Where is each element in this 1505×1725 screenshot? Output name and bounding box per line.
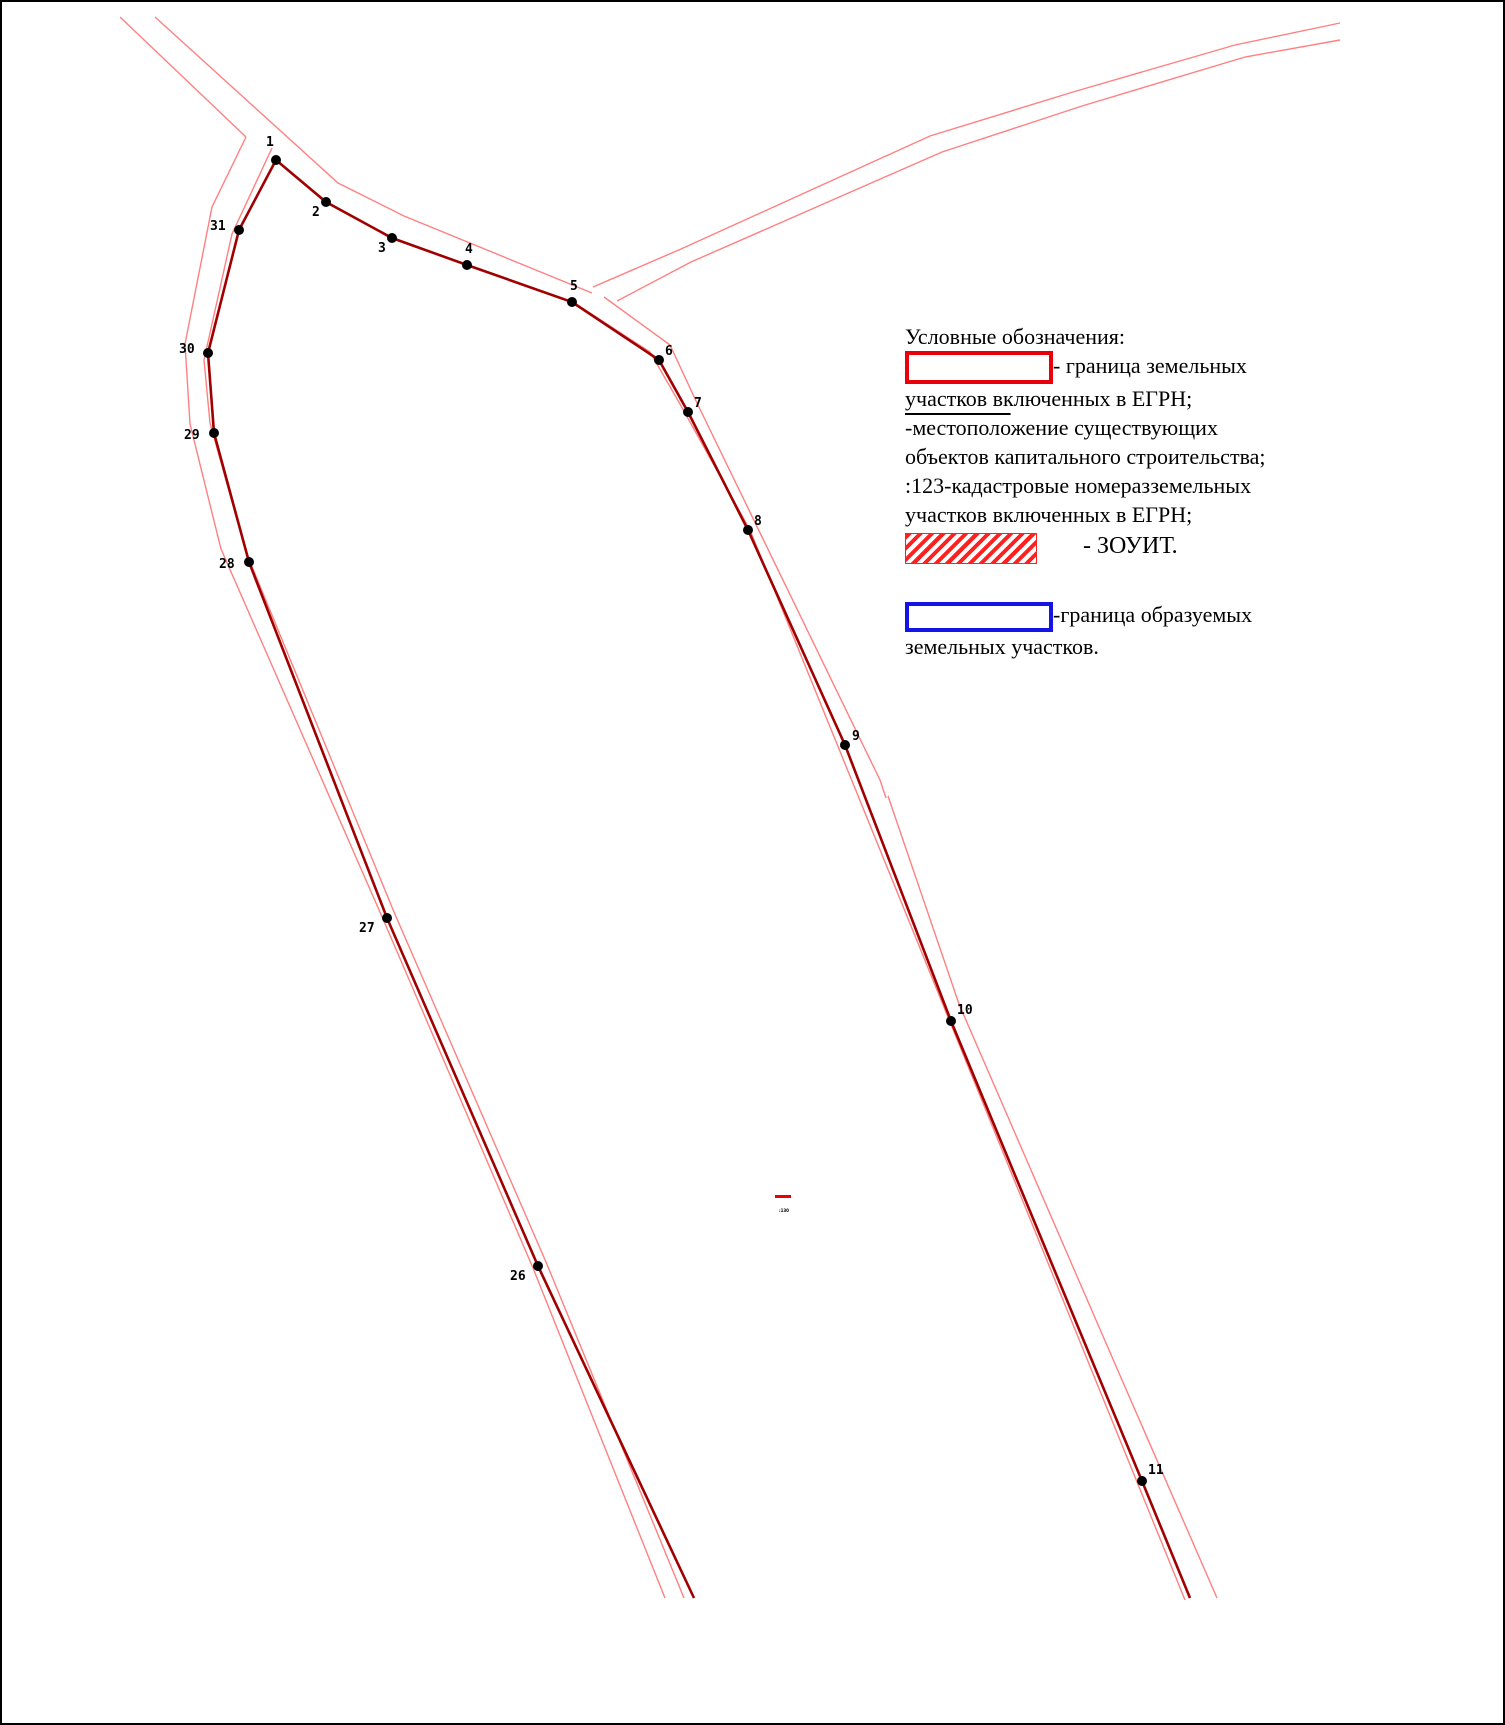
point-label-28: 28 xyxy=(219,557,235,572)
boundary-point-3 xyxy=(387,233,397,243)
boundary-point-1 xyxy=(271,155,281,165)
boundary-point-27 xyxy=(382,913,392,923)
legend-swatch-blue-boundary xyxy=(905,601,1053,632)
legend-building-symbol: -местополо xyxy=(905,415,1011,441)
boundary-point-29 xyxy=(209,428,219,438)
road-outline-ne-b xyxy=(616,39,1341,302)
legend-red-text-2: участков включенных в ЕГРН; xyxy=(905,386,1193,412)
legend-row-new-parcels: -граница образуемых xyxy=(905,600,1405,632)
road-outline-left-inner xyxy=(203,147,685,1599)
boundary-point-9 xyxy=(840,740,850,750)
legend-swatch-red-boundary xyxy=(905,351,1053,385)
legend-zouit-text: - ЗОУИТ. xyxy=(1083,533,1178,560)
point-label-30: 30 xyxy=(179,342,195,357)
point-label-3: 3 xyxy=(378,241,386,256)
point-label-29: 29 xyxy=(184,428,200,443)
legend-swatch-hatch xyxy=(905,532,1037,564)
legend-blue-text-1: -граница образуемых xyxy=(1053,601,1253,627)
road-outline-left-outer xyxy=(184,136,666,1599)
legend-blue-text-2: земельных участков. xyxy=(905,633,1099,659)
cadastral-mark-red xyxy=(775,1195,791,1198)
boundary-point-30 xyxy=(203,348,213,358)
point-label-10: 10 xyxy=(957,1003,973,1018)
point-label-1: 1 xyxy=(266,135,274,150)
road-outline-right-top xyxy=(603,296,887,799)
legend-title: Условные обозначения: xyxy=(905,324,1126,349)
boundary-point-2 xyxy=(321,197,331,207)
legend: Условные обозначения: - граница земельны… xyxy=(905,322,1405,661)
road-outline-nw-b xyxy=(154,16,593,294)
boundary-point-6 xyxy=(654,355,664,365)
legend-building-text: жение существующих xyxy=(1010,415,1218,441)
point-label-26: 26 xyxy=(510,1269,526,1284)
road-outline-ne-a xyxy=(592,22,1341,288)
boundary-point-8 xyxy=(743,525,753,535)
point-label-27: 27 xyxy=(359,921,375,936)
point-label-2: 2 xyxy=(312,205,320,220)
point-label-7: 7 xyxy=(694,396,702,411)
point-label-4: 4 xyxy=(465,242,473,257)
boundary-point-4 xyxy=(462,260,472,270)
boundary-point-31 xyxy=(234,225,244,235)
boundary-point-11 xyxy=(1137,1476,1147,1486)
legend-row-egrn-boundary: - граница земельных xyxy=(905,351,1405,385)
point-label-6: 6 xyxy=(665,344,673,359)
legend-cadastral-text-1: :123-кадастровые номеразземельных xyxy=(905,473,1252,499)
legend-row-buildings: -местоположение существующих xyxy=(905,413,1405,442)
boundary-point-7 xyxy=(683,407,693,417)
road-outline-right-bottom xyxy=(887,795,1218,1599)
boundary-point-26 xyxy=(533,1261,543,1271)
point-label-31: 31 xyxy=(210,219,226,234)
legend-red-text-1: - граница земельных xyxy=(1053,353,1247,378)
legend-cadastral-text-2: участков включенных в ЕГРН; xyxy=(905,502,1193,528)
point-label-11: 11 xyxy=(1148,1463,1164,1478)
point-label-8: 8 xyxy=(754,514,762,529)
cadastral-number-bottom: :130 xyxy=(779,1208,789,1213)
point-label-9: 9 xyxy=(852,729,860,744)
point-label-5: 5 xyxy=(570,279,578,294)
boundary-point-5 xyxy=(567,297,577,307)
boundary-point-28 xyxy=(244,557,254,567)
road-outlines xyxy=(119,16,1341,1601)
road-outline-nw-a xyxy=(119,16,247,138)
legend-building-text-2: объектов капитального строительства; xyxy=(905,444,1266,470)
legend-row-zouit: - ЗОУИТ. xyxy=(905,531,1405,564)
points-layer: 1 2 3 4 5 6 7 8 9 10 11 26 27 28 29 30 31 xyxy=(179,135,1164,1486)
boundary-point-10 xyxy=(946,1016,956,1026)
